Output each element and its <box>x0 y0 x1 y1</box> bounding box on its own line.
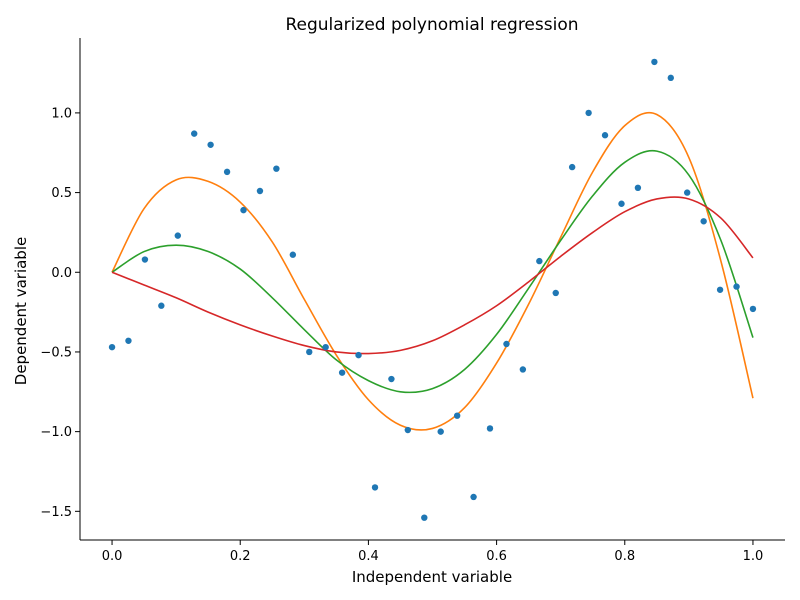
data-point <box>371 484 379 491</box>
data-point <box>338 369 346 376</box>
y-tick-label: −1.0 <box>40 425 72 440</box>
data-point <box>634 184 642 192</box>
x-tick-label: 1.0 <box>743 549 764 564</box>
data-point <box>240 206 247 214</box>
data-point <box>355 351 362 359</box>
x-axis-title: Independent variable <box>352 568 512 586</box>
data-point <box>191 130 198 137</box>
data-point <box>486 425 494 432</box>
data-point <box>585 109 592 117</box>
data-point <box>683 189 691 196</box>
x-tick-label: 0.4 <box>358 549 379 564</box>
y-tick-label: 1.0 <box>51 106 72 121</box>
data-point <box>306 348 313 356</box>
fit-curve-1 <box>111 111 754 431</box>
data-point <box>618 200 625 207</box>
data-point <box>519 366 527 373</box>
data-point <box>223 168 231 176</box>
data-point <box>289 251 297 258</box>
data-point <box>174 232 182 239</box>
data-point <box>536 257 543 265</box>
data-point <box>503 340 510 348</box>
data-point <box>437 428 444 435</box>
data-point <box>651 58 658 66</box>
data-point <box>667 74 674 82</box>
y-tick-label: 0.0 <box>51 266 72 281</box>
fit-curve-3 <box>111 196 754 355</box>
data-point <box>716 286 724 293</box>
fit-curve-2 <box>111 149 754 394</box>
data-point <box>108 343 116 351</box>
x-tick-label: 0.6 <box>486 549 507 564</box>
data-point <box>470 493 477 501</box>
x-tick-label: 0.8 <box>614 549 635 564</box>
y-tick-label: 0.5 <box>51 186 72 201</box>
data-point <box>322 343 329 351</box>
data-point <box>207 141 214 148</box>
y-tick-label: −1.5 <box>40 505 72 520</box>
y-tick-label: −0.5 <box>40 345 72 360</box>
data-point <box>700 218 707 225</box>
data-point <box>733 283 740 290</box>
data-point <box>601 132 609 139</box>
data-point <box>453 412 461 419</box>
data-point <box>141 256 149 263</box>
x-tick-label: 0.0 <box>102 549 123 564</box>
data-point <box>749 305 757 313</box>
data-point <box>125 337 132 344</box>
y-axis-title: Dependent variable <box>12 237 30 385</box>
data-point <box>568 163 576 171</box>
data-point <box>421 514 428 521</box>
data-point <box>273 165 280 172</box>
data-point <box>388 375 395 383</box>
chart-title: Regularized polynomial regression <box>285 15 578 35</box>
data-point <box>256 187 264 195</box>
x-tick-label: 0.2 <box>230 549 251 564</box>
data-point <box>404 426 412 434</box>
data-point <box>158 302 165 309</box>
data-point <box>552 289 559 297</box>
plot-area: 0.0 0.2 0.4 0.6 0.8 1.0 −1.5 −1.0 −0.5 0.0 0.5 1.0 <box>40 38 785 564</box>
